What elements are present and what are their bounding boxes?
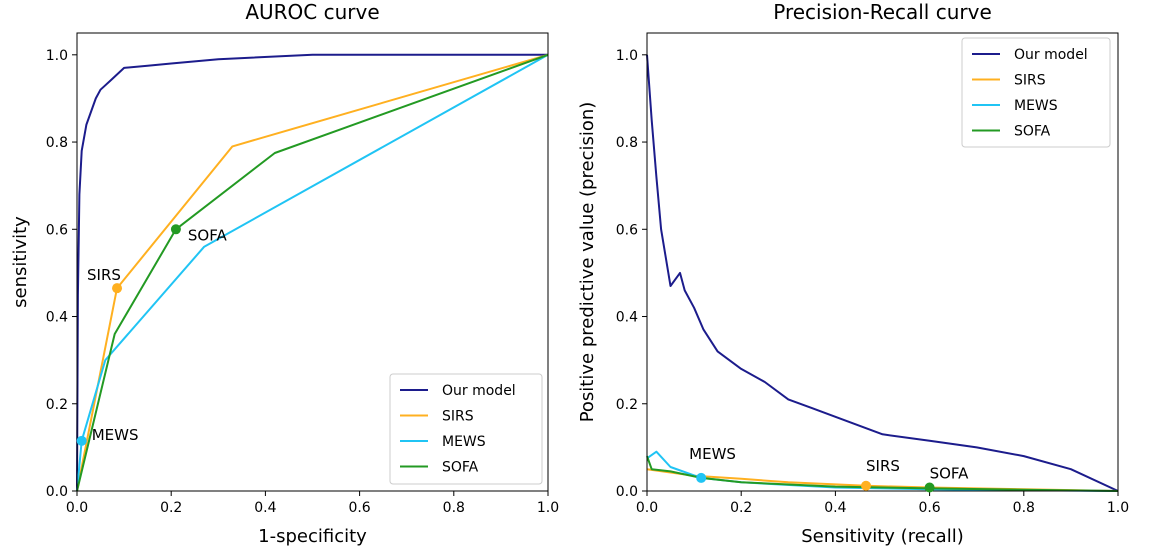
pr-marker-sofa	[924, 482, 935, 493]
pr-axes-frame	[646, 32, 1119, 492]
auroc-legend-box	[389, 373, 543, 485]
auroc-legend-label: MEWS	[442, 434, 486, 450]
auroc-marker-sirs	[112, 283, 123, 294]
auroc-xtick-label: 0.4	[254, 500, 276, 516]
auroc-ytick-label: 0.6	[46, 222, 68, 238]
pr-series	[646, 54, 1119, 492]
pr-xtick-label: 0.2	[730, 500, 752, 516]
pr-xtick-label: 0.4	[824, 500, 846, 516]
auroc-annotation-mews: MEWS	[92, 426, 139, 444]
pr-xtick-label: 0.8	[1013, 500, 1035, 516]
pr-marker-sirs	[861, 480, 872, 491]
pr-xlabel: Sensitivity (recall)	[801, 526, 963, 547]
pr-marker-mews	[696, 472, 707, 483]
auroc-ytick-label: 1.0	[46, 48, 68, 64]
auroc-line-mews	[76, 53, 549, 492]
pr-line-our-model	[646, 54, 1119, 492]
pr-legend-label: SIRS	[1014, 73, 1046, 89]
auroc-line-our-model	[76, 53, 548, 492]
auroc-ytick-label: 0.4	[46, 310, 68, 326]
precision-recall-panel: Precision-Recall curve 0.0 0.2 0.4 0.6 0.8 1.0…	[577, 0, 1129, 547]
pr-xtick-label: 1.0	[1107, 500, 1129, 516]
pr-ytick-label: 1.0	[616, 48, 638, 64]
auroc-annotation-sofa: SOFA	[188, 226, 228, 244]
auroc-title: AUROC curve	[245, 0, 379, 24]
pr-ytick-label: 0.2	[616, 397, 638, 413]
auroc-ytick-label: 0.8	[46, 135, 68, 151]
pr-xtick-label: 0.6	[918, 500, 940, 516]
pr-ytick-label: 0.8	[616, 135, 638, 151]
pr-ytick-label: 0.0	[616, 484, 638, 500]
pr-legend-label: SOFA	[1014, 124, 1051, 140]
auroc-ytick-label: 0.2	[46, 397, 68, 413]
pr-title: Precision-Recall curve	[773, 0, 992, 24]
pr-line-sofa	[646, 455, 1119, 492]
pr-legend-label: MEWS	[1014, 98, 1058, 114]
auroc-xtick-label: 0.8	[443, 500, 465, 516]
auroc-legend: Our model SIRS MEWS SOFA	[389, 373, 543, 485]
pr-legend: Our model SIRS MEWS SOFA	[961, 37, 1111, 148]
auroc-xtick-label: 0.2	[160, 500, 182, 516]
pr-annotation-sirs: SIRS	[866, 457, 900, 475]
pr-xtick-label: 0.0	[636, 500, 658, 516]
auroc-marker-mews	[76, 435, 87, 446]
pr-ytick-label: 0.4	[616, 310, 638, 326]
auroc-xtick-label: 1.0	[537, 500, 559, 516]
auroc-annotation-sirs: SIRS	[87, 266, 121, 284]
auroc-xtick-label: 0.6	[348, 500, 370, 516]
auroc-xlabel: 1-specificity	[258, 526, 367, 547]
auroc-marker-sofa	[170, 224, 181, 235]
pr-annotation-mews: MEWS	[689, 445, 736, 463]
auroc-axes-frame	[76, 32, 549, 492]
pr-legend-label: Our model	[1014, 47, 1088, 63]
pr-legend-box	[961, 37, 1111, 148]
auroc-legend-label: Our model	[442, 383, 516, 399]
auroc-legend-label: SOFA	[442, 460, 479, 476]
pr-ylabel: Positive predictive value (precision)	[577, 102, 598, 423]
pr-annotation-sofa: SOFA	[930, 465, 970, 483]
auroc-xtick-label: 0.0	[66, 500, 88, 516]
auroc-ylabel: sensitivity	[10, 216, 31, 308]
pr-ytick-label: 0.6	[616, 222, 638, 238]
auroc-legend-label: SIRS	[442, 409, 474, 425]
auroc-ytick-label: 0.0	[46, 484, 68, 500]
auroc-panel: AUROC curve 0.0 0.2 0.4 0.6 0.8 1.0 0.0 0.2 0.4 0.…	[10, 0, 559, 547]
